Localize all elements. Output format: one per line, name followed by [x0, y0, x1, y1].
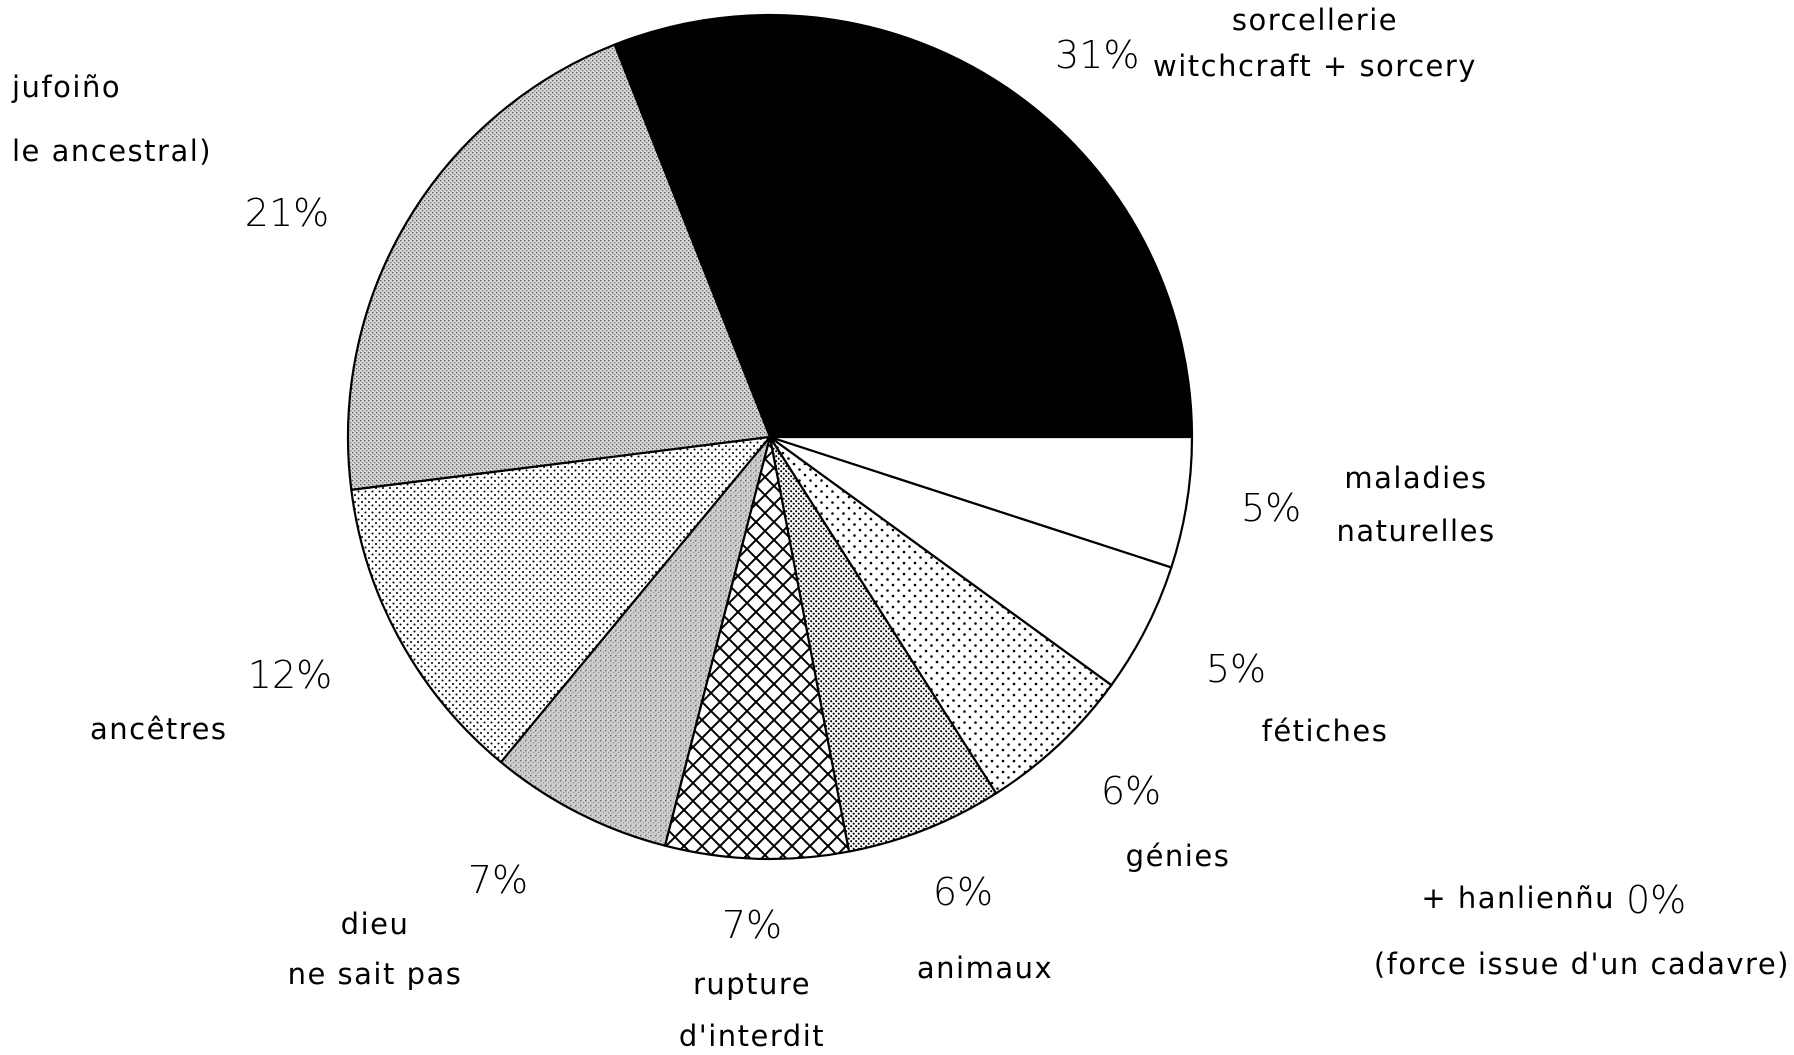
extra-note-subtitle: (force issue d'un cadavre) — [1374, 947, 1790, 981]
pie-slice-rupture — [663, 435, 851, 861]
slice-category-label: ancêtres — [90, 712, 228, 746]
slice-percent-label: 31% — [1055, 33, 1139, 77]
slice-percent-label: 21% — [245, 191, 329, 235]
slice-category-label: le ancestral) — [12, 134, 212, 168]
slice-percent-label: 5% — [1241, 486, 1301, 530]
pie-slice-ancetres — [350, 435, 772, 764]
pie-slice-sorcellerie — [613, 13, 1194, 439]
slice-category-label: fétiches — [1262, 714, 1389, 748]
slice-category-label: witchcraft + sorcery — [1153, 49, 1477, 83]
slice-category-label: ne sait pas — [288, 957, 463, 991]
extra-note-label: + hanlienñu — [1421, 881, 1615, 915]
pie-slice-dieu — [499, 435, 772, 847]
slice-category-label: génies — [1126, 839, 1231, 873]
slice-percent-label: 6% — [1101, 769, 1161, 813]
slice-category-label: jufoiño — [11, 70, 121, 104]
slice-category-label: maladies — [1344, 461, 1487, 495]
pie-slice-jufoino — [346, 43, 772, 491]
slice-percent-label: 12% — [248, 653, 332, 697]
slice-category-label: rupture — [693, 967, 811, 1001]
slice-percent-label: 5% — [1206, 647, 1266, 691]
pie-slice-genies — [768, 435, 1113, 795]
pie-slice-animaux — [768, 435, 998, 853]
pie-slice-maladies — [768, 435, 1194, 569]
extra-note-percent: 0% — [1626, 878, 1686, 922]
slice-percent-label: 7% — [722, 903, 782, 947]
slice-category-label: d'interdit — [679, 1019, 825, 1053]
slice-percent-label: 6% — [933, 870, 993, 914]
slice-category-label: dieu — [341, 907, 410, 941]
slice-category-label: sorcellerie — [1232, 3, 1398, 37]
slice-percent-label: 7% — [468, 858, 528, 902]
slice-category-label: animaux — [917, 951, 1053, 985]
slice-category-label: naturelles — [1336, 514, 1495, 548]
